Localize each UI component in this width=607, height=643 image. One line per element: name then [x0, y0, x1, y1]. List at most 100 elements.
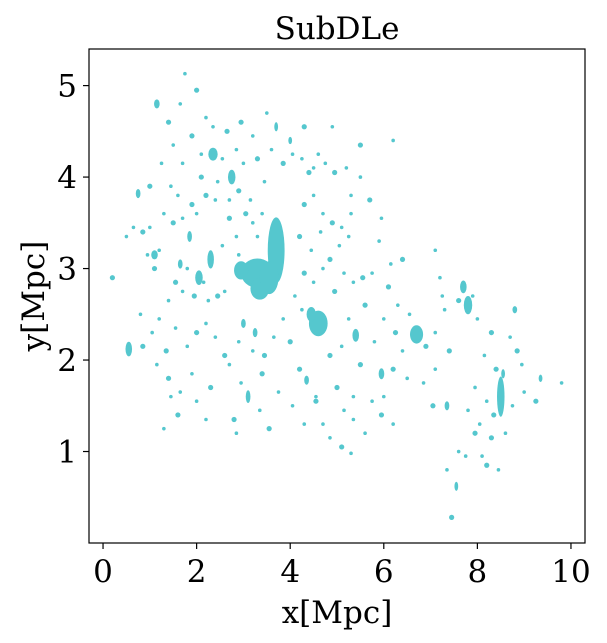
data-point	[321, 211, 325, 216]
data-point	[300, 156, 304, 161]
data-point	[456, 297, 462, 304]
data-point	[172, 279, 179, 285]
data-point	[309, 248, 314, 253]
data-point	[488, 329, 495, 336]
data-point	[204, 115, 208, 120]
y-tick-label: 2	[57, 343, 77, 379]
data-point	[311, 166, 316, 170]
data-point	[466, 408, 470, 413]
data-point	[327, 256, 333, 263]
data-clump	[207, 250, 214, 269]
data-point	[234, 147, 239, 152]
data-point	[165, 375, 172, 381]
data-point	[484, 399, 489, 404]
data-clump	[177, 259, 183, 269]
y-tick-label: 5	[57, 69, 77, 105]
data-point	[314, 394, 318, 399]
data-point	[423, 343, 429, 349]
data-point	[351, 394, 356, 399]
data-point	[222, 289, 227, 294]
data-clump	[241, 318, 246, 329]
plot-frame	[88, 48, 586, 544]
data-point	[323, 161, 328, 166]
data-point	[349, 451, 353, 456]
data-point	[339, 444, 345, 450]
data-point	[405, 376, 409, 381]
data-point	[169, 394, 173, 399]
data-point	[301, 270, 307, 276]
data-point	[332, 288, 338, 295]
data-point	[332, 169, 338, 176]
data-point	[171, 143, 176, 147]
data-point	[194, 87, 200, 93]
data-point	[224, 128, 230, 134]
data-point	[259, 371, 265, 377]
data-point	[269, 147, 274, 152]
data-point	[488, 435, 495, 441]
data-point	[261, 352, 268, 359]
data-clump	[252, 328, 258, 338]
data-point	[346, 317, 351, 321]
data-points	[109, 71, 564, 520]
data-point	[351, 417, 356, 422]
data-point	[226, 215, 232, 221]
data-point	[241, 161, 246, 166]
data-point	[255, 234, 260, 239]
data-point	[124, 234, 129, 239]
data-point	[204, 321, 208, 326]
data-point	[433, 330, 438, 335]
data-clump	[497, 376, 505, 417]
data-point	[248, 198, 253, 202]
data-point	[396, 303, 400, 307]
data-point	[381, 317, 386, 321]
data-point	[346, 234, 351, 239]
data-point	[300, 307, 304, 312]
x-axis: 0 2 4 6 8 10	[93, 543, 591, 590]
data-point	[392, 329, 399, 336]
data-point	[440, 294, 445, 298]
data-clump	[208, 147, 218, 161]
data-point	[262, 179, 267, 184]
data-point	[363, 431, 367, 436]
x-axis-label: x[Mpc]	[282, 595, 393, 631]
data-clump	[409, 325, 424, 344]
data-point	[194, 399, 199, 404]
data-point	[328, 435, 332, 440]
data-point	[203, 192, 209, 198]
data-point	[358, 175, 363, 179]
data-clump	[378, 368, 385, 380]
data-point	[231, 416, 237, 423]
data-point	[559, 381, 564, 385]
data-point	[342, 271, 346, 275]
data-point	[290, 152, 295, 157]
x-tick-label: 4	[280, 554, 300, 590]
data-point	[449, 514, 455, 520]
data-point	[379, 216, 384, 221]
data-point	[215, 293, 221, 299]
data-point	[157, 248, 161, 253]
data-point	[316, 152, 321, 157]
data-point	[180, 216, 185, 221]
y-tick-label: 1	[57, 435, 77, 471]
data-clump	[234, 261, 249, 280]
data-point	[131, 225, 136, 230]
data-point	[390, 366, 396, 372]
data-point	[265, 111, 269, 115]
data-point	[239, 381, 243, 385]
data-point	[199, 152, 204, 157]
data-point	[185, 344, 190, 349]
data-point	[446, 348, 452, 354]
data-clump	[352, 328, 359, 342]
data-point	[378, 412, 385, 418]
data-clump	[460, 280, 467, 294]
data-point	[165, 119, 172, 125]
data-clump	[245, 390, 251, 404]
data-point	[311, 193, 316, 198]
data-point	[510, 403, 515, 408]
data-point	[222, 352, 228, 359]
data-point	[433, 248, 438, 253]
data-point	[276, 390, 281, 394]
data-point	[389, 262, 393, 266]
data-point	[287, 339, 293, 345]
data-point	[257, 408, 262, 413]
